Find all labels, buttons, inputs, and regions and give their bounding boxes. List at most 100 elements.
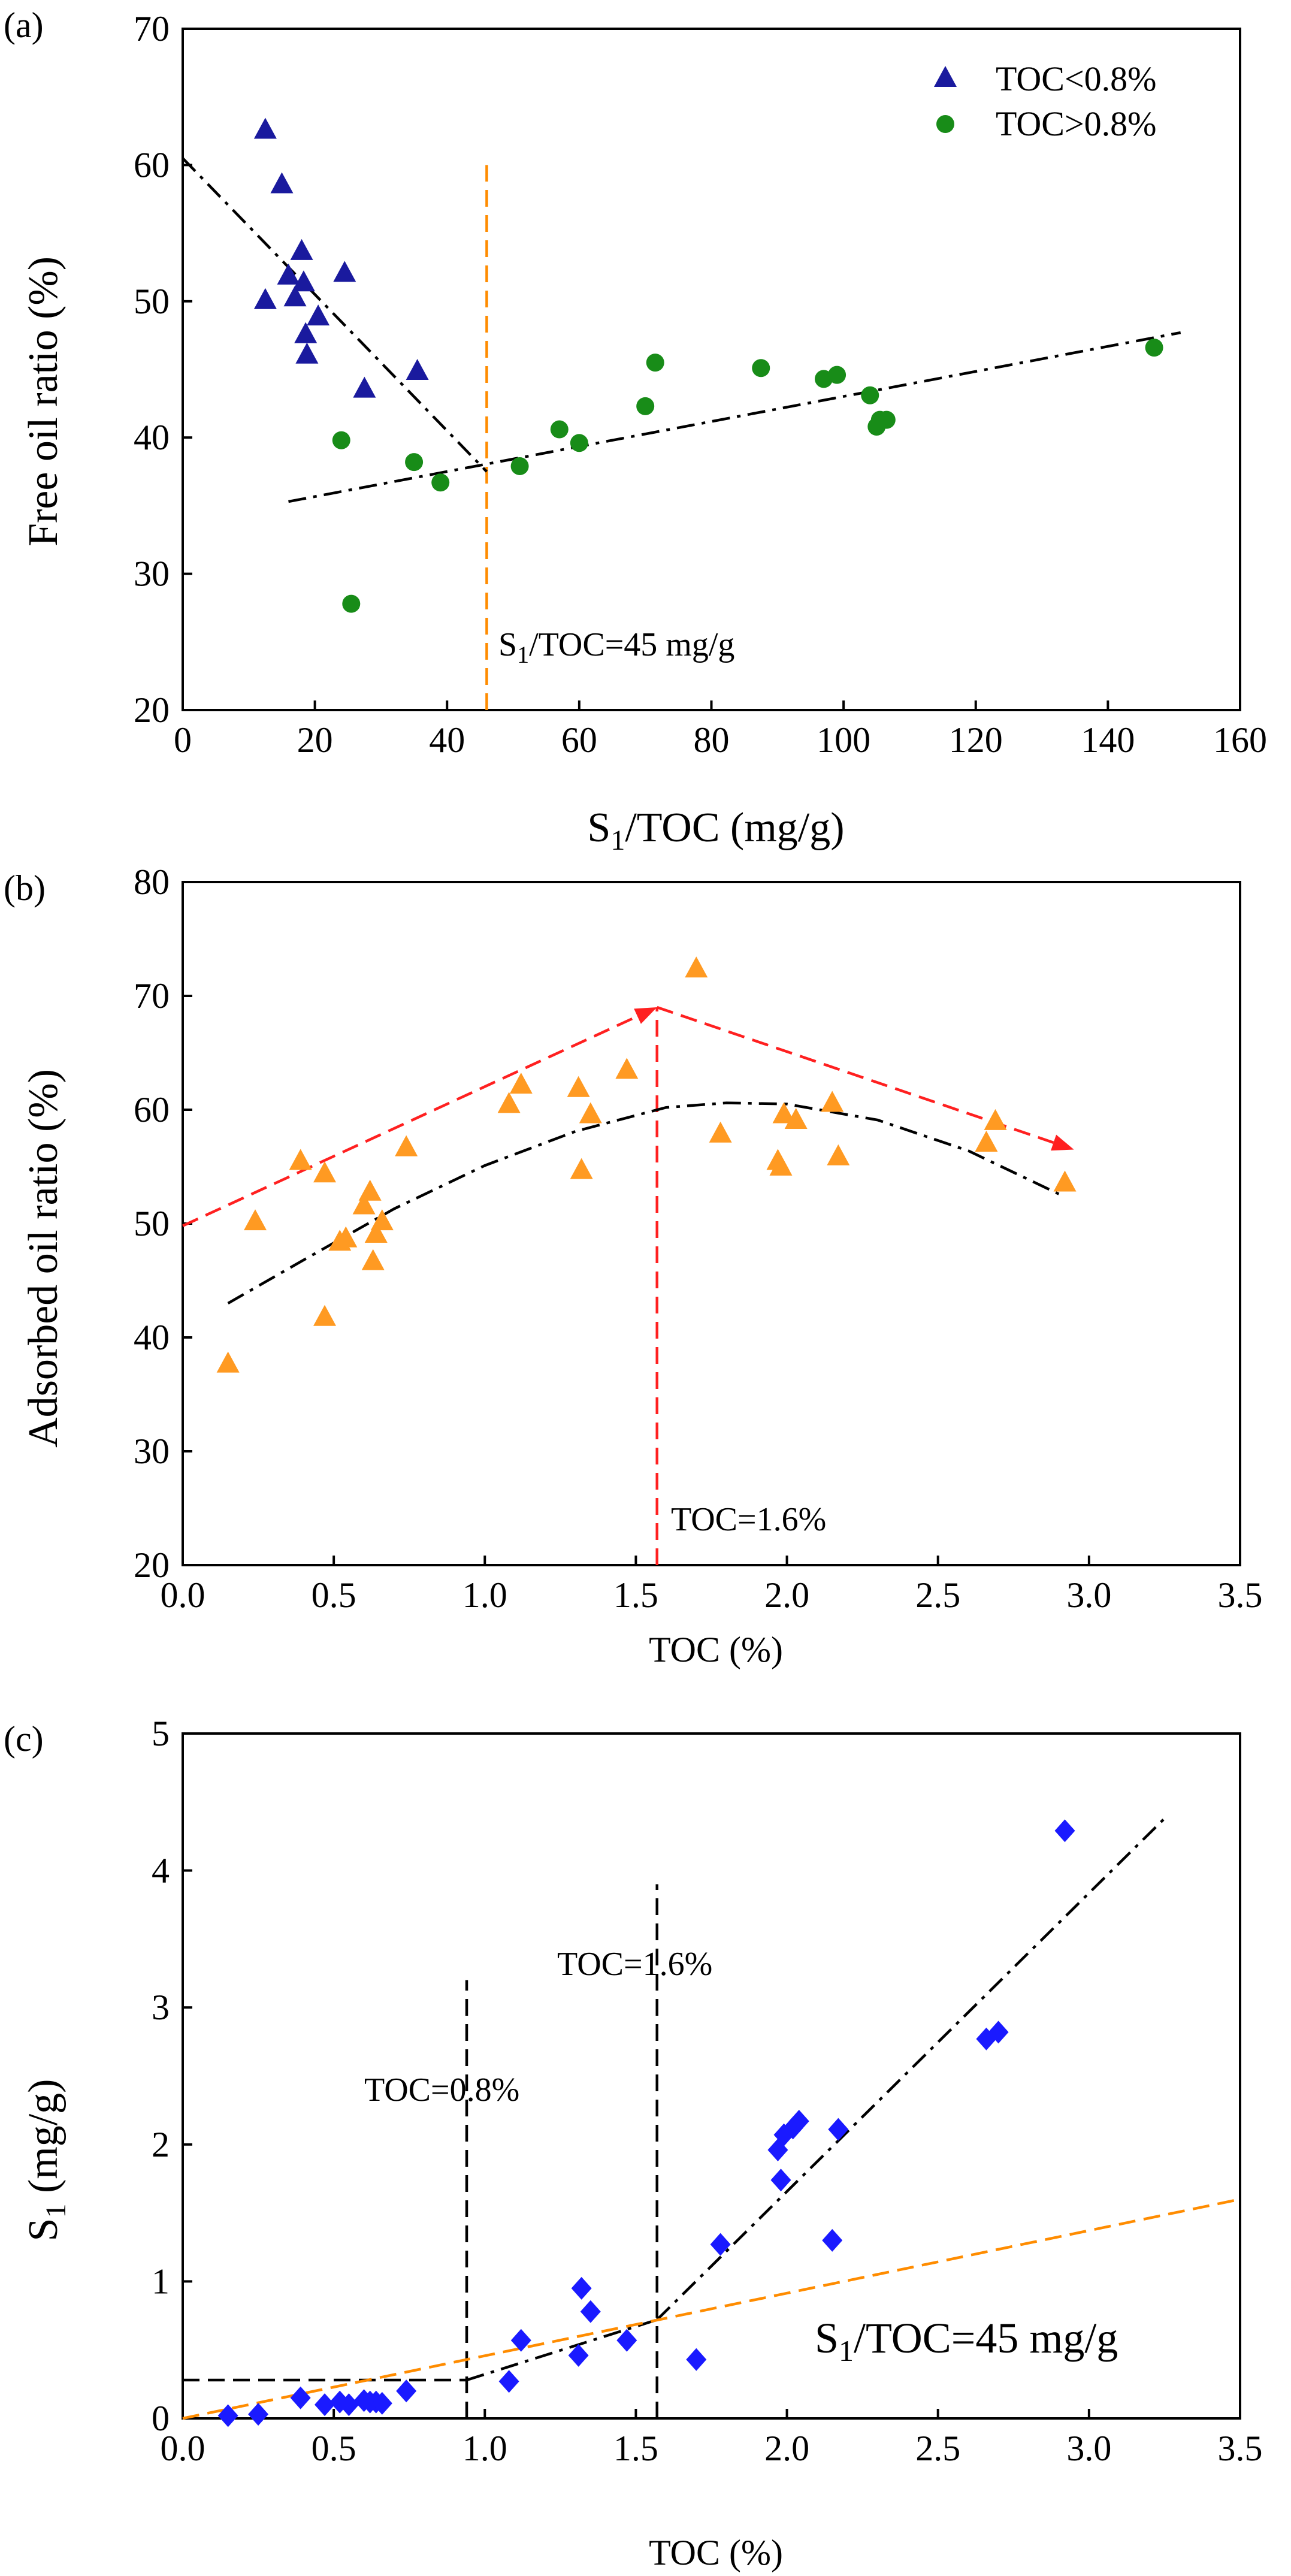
ylabel-c-s: S [20,2218,66,2242]
panel-a-trend-line-1 [288,331,1181,503]
panel-c-series-0-point-15 [580,2300,601,2323]
annot-a-rest: /TOC=45 mg/g [529,626,734,663]
panel-b-series-0-point-16 [570,1158,593,1179]
panel-b-x-tick-label: 0.5 [312,1575,356,1615]
panel-a-x-tick-label: 100 [817,720,870,760]
panel-a-x-tick-label: 160 [1213,720,1267,760]
panel-c: (c) 0.0 0.5 1.0 1.5 2.0 2.5 3.0 3.5 0 1 2 3 4 5 TOC=0… [4,1714,1263,2572]
panel-b-series-0-point-3 [313,1161,337,1183]
annot-c-s: S [815,2314,839,2362]
panel-c-series-0-point-3 [315,2393,335,2417]
panel-a-series-0-point-1 [270,172,294,194]
panel-a-series-1-point-11 [828,366,846,384]
panel-a-threshold-annotation: S1/TOC=45 mg/g [498,626,734,668]
panel-b-trend-line-0 [227,1101,1060,1304]
panel-a-series-1-point-4 [510,457,529,475]
panel-c-toc16-annotation: TOC=1.6% [557,1946,712,1983]
panel-a-series-1-point-0 [332,431,350,449]
xlabel-a-sub: 1 [610,825,625,856]
panel-c-series-0-point-5 [338,2393,359,2417]
panel-b-series-0-point-0 [216,1351,240,1373]
panel-b-y-tick-label: 70 [134,976,170,1016]
panel-a-series-0-point-2 [277,263,300,285]
panel-b-x-tick-label: 1.0 [462,1575,507,1615]
panel-b-marks [216,956,1077,1373]
panel-a-x-tick-label: 0 [174,720,192,760]
panel-a-y-tick-label: 50 [134,282,170,321]
panel-b-toc-annotation: TOC=1.6% [671,1501,826,1538]
panel-c-series-0-point-27 [988,2021,1009,2044]
panel-c-series-0-point-1 [248,2403,269,2426]
panel-b-arrow-head-0 [634,1007,657,1024]
panel-b-series-0-point-6 [334,1226,358,1248]
panel-c-series-0-point-24 [822,2228,843,2252]
ylabel-c-rest: (mg/g) [20,2079,66,2204]
panel-b-x-axis-title: TOC (%) [649,1630,783,1669]
panel-b-y-tick-label: 60 [134,1090,170,1130]
panel-c-trend-line-3 [182,2198,1241,2420]
panel-b-arrow-line-1 [657,1005,1054,1144]
panel-a-y-tick-label: 40 [134,418,170,457]
panel-c-series-0-point-11 [498,2370,519,2393]
panel-b-y-tick-label: 20 [134,1545,170,1585]
panel-c-y-axis-title: S1 (mg/g) [20,2079,72,2242]
panel-c-series-0-point-28 [1054,1819,1075,1843]
panel-c-series-0-point-12 [510,2329,531,2352]
panel-a-x-axis-title: S1/TOC (mg/g) [587,805,844,856]
panel-c-trend-line-2 [656,1817,1166,2321]
xlabel-a-s: S [587,805,610,851]
panel-b-arrow-line-0 [182,1015,638,1227]
panel-b-axes-group: 0.0 0.5 1.0 1.5 2.0 2.5 3.0 3.5 20 30 40 50 60 70 80 [134,862,1263,1615]
panel-a-series-0-point-9 [253,288,277,309]
panel-b: (b) 0.0 0.5 1.0 1.5 2.0 2.5 3.0 3.5 20 30 40 50 60 70… [4,862,1263,1669]
panel-b-arrow-head-1 [1051,1134,1074,1151]
panel-a-series-1-point-6 [570,434,588,452]
panel-b-x-tick-label: 1.5 [613,1575,658,1615]
panel-a-series-1-point-16 [1145,339,1163,357]
legend-label-toc-below: TOC<0.8% [996,59,1156,98]
panel-b-series-0-point-17 [579,1102,602,1124]
panel-c-ratio-annotation: S1/TOC=45 mg/g [815,2314,1118,2367]
panel-c-toc08-annotation: TOC=0.8% [364,2071,519,2109]
panel-a-series-1-point-3 [431,473,450,492]
legend-label-toc-above: TOC>0.8% [996,104,1156,143]
panel-c-x-tick-label: 0.0 [161,2429,205,2468]
panel-c-series-0-point-18 [710,2233,731,2256]
panel-a-series-1-point-12 [861,386,879,404]
panel-b-series-0-point-26 [827,1144,850,1165]
panel-a-series-1-point-2 [405,453,424,472]
panel-c-plot-frame [182,1732,1241,2420]
panel-b-label: (b) [4,868,46,908]
panel-a-series-0-point-11 [353,376,376,398]
panel-c-series-0-point-2 [290,2386,311,2409]
panel-b-series-0-point-20 [709,1121,732,1143]
panel-a-series-1-point-8 [646,354,664,372]
legend-marker-toc-above [936,115,954,133]
panel-a-series-0-point-3 [283,285,307,307]
panel-b-y-tick-label: 40 [134,1318,170,1357]
panel-c-y-tick-label: 4 [152,1851,170,1891]
panel-c-series-0-point-0 [217,2404,238,2427]
panel-c-x-axis-title: TOC (%) [649,2533,783,2572]
panel-c-marks [217,1819,1075,2427]
panel-c-y-tick-label: 0 [152,2399,170,2438]
panel-b-series-0-point-8 [358,1179,382,1201]
panel-b-x-tick-label: 2.5 [915,1575,960,1615]
panel-b-x-tick-label: 0.0 [161,1575,205,1615]
panel-a-x-tick-label: 20 [297,720,333,760]
panel-a-y-axis-title: Free oil ratio (%) [20,256,66,546]
xlabel-a-rest: /TOC (mg/g) [625,805,844,851]
annot-c-rest: /TOC=45 mg/g [854,2314,1118,2362]
panel-a-x-tick-label: 120 [949,720,1003,760]
panel-c-lines [182,1817,1241,2420]
panel-c-label: (c) [4,1719,44,1759]
annot-a-sub: 1 [517,641,529,668]
panel-a-series-0-point-0 [253,117,277,139]
panel-c-series-0-point-9 [371,2391,392,2415]
panel-a-series-1-point-5 [550,420,569,439]
panel-b-series-0-point-19 [685,956,708,978]
panel-a-marks [253,117,1163,613]
panel-c-series-0-point-10 [396,2379,417,2403]
panel-b-series-0-point-1 [244,1209,267,1231]
annot-c-sub: 1 [839,2334,854,2367]
